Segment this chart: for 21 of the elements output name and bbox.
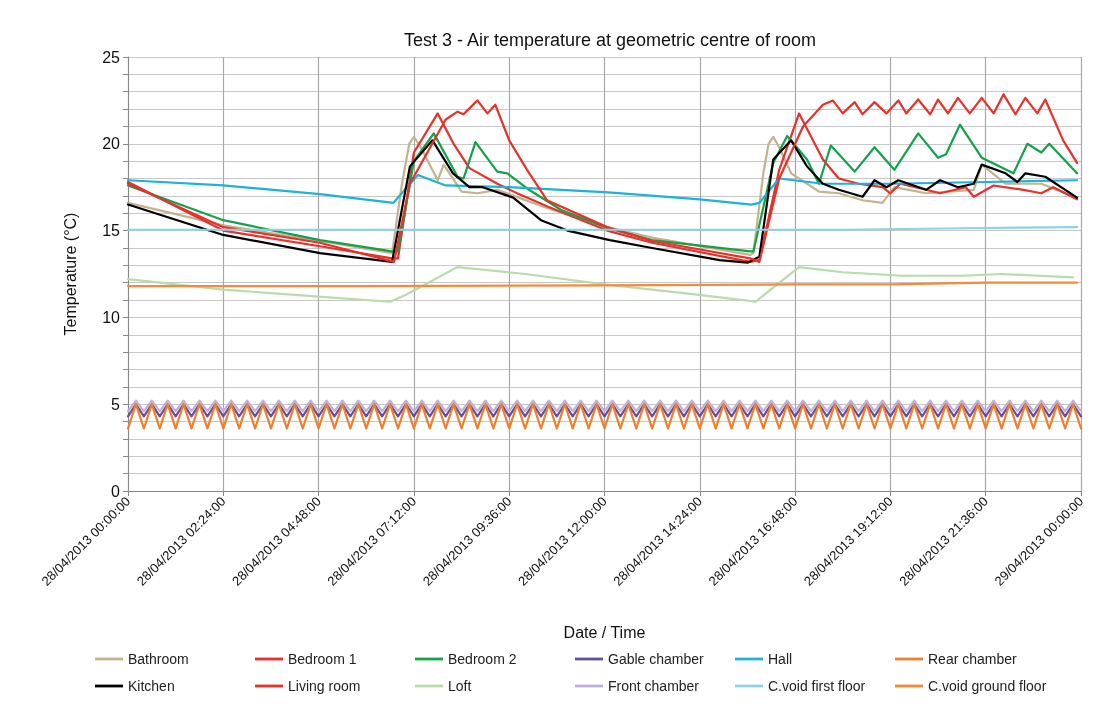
chart-title: Test 3 - Air temperature at geometric centre of room — [403, 30, 817, 50]
legend-label: Kitchen — [128, 678, 175, 694]
y-tick-label: 25 — [102, 48, 121, 66]
legend-label: Living room — [288, 678, 361, 694]
y-tick-label: 15 — [102, 222, 121, 240]
y-tick-label: 5 — [111, 395, 121, 413]
legend-label: Loft — [448, 678, 472, 694]
legend-label: Bedroom 2 — [448, 651, 517, 667]
y-tick-label: 10 — [102, 308, 121, 326]
legend-label: Front chamber — [608, 678, 700, 694]
y-tick-label: 20 — [102, 135, 121, 153]
legend-label: Bathroom — [128, 651, 189, 667]
y-tick-label: 0 — [111, 482, 121, 500]
legend-label: C.void ground floor — [928, 678, 1047, 694]
legend-label: Rear chamber — [928, 651, 1018, 667]
legend-label: Gable chamber — [608, 651, 705, 667]
x-axis-title: Date / Time — [563, 623, 646, 641]
y-axis-title: Temperature (°C) — [61, 212, 79, 336]
legend-label: Bedroom 1 — [288, 651, 357, 667]
legend-label: Hall — [768, 651, 793, 667]
legend-label: C.void first floor — [768, 678, 866, 694]
